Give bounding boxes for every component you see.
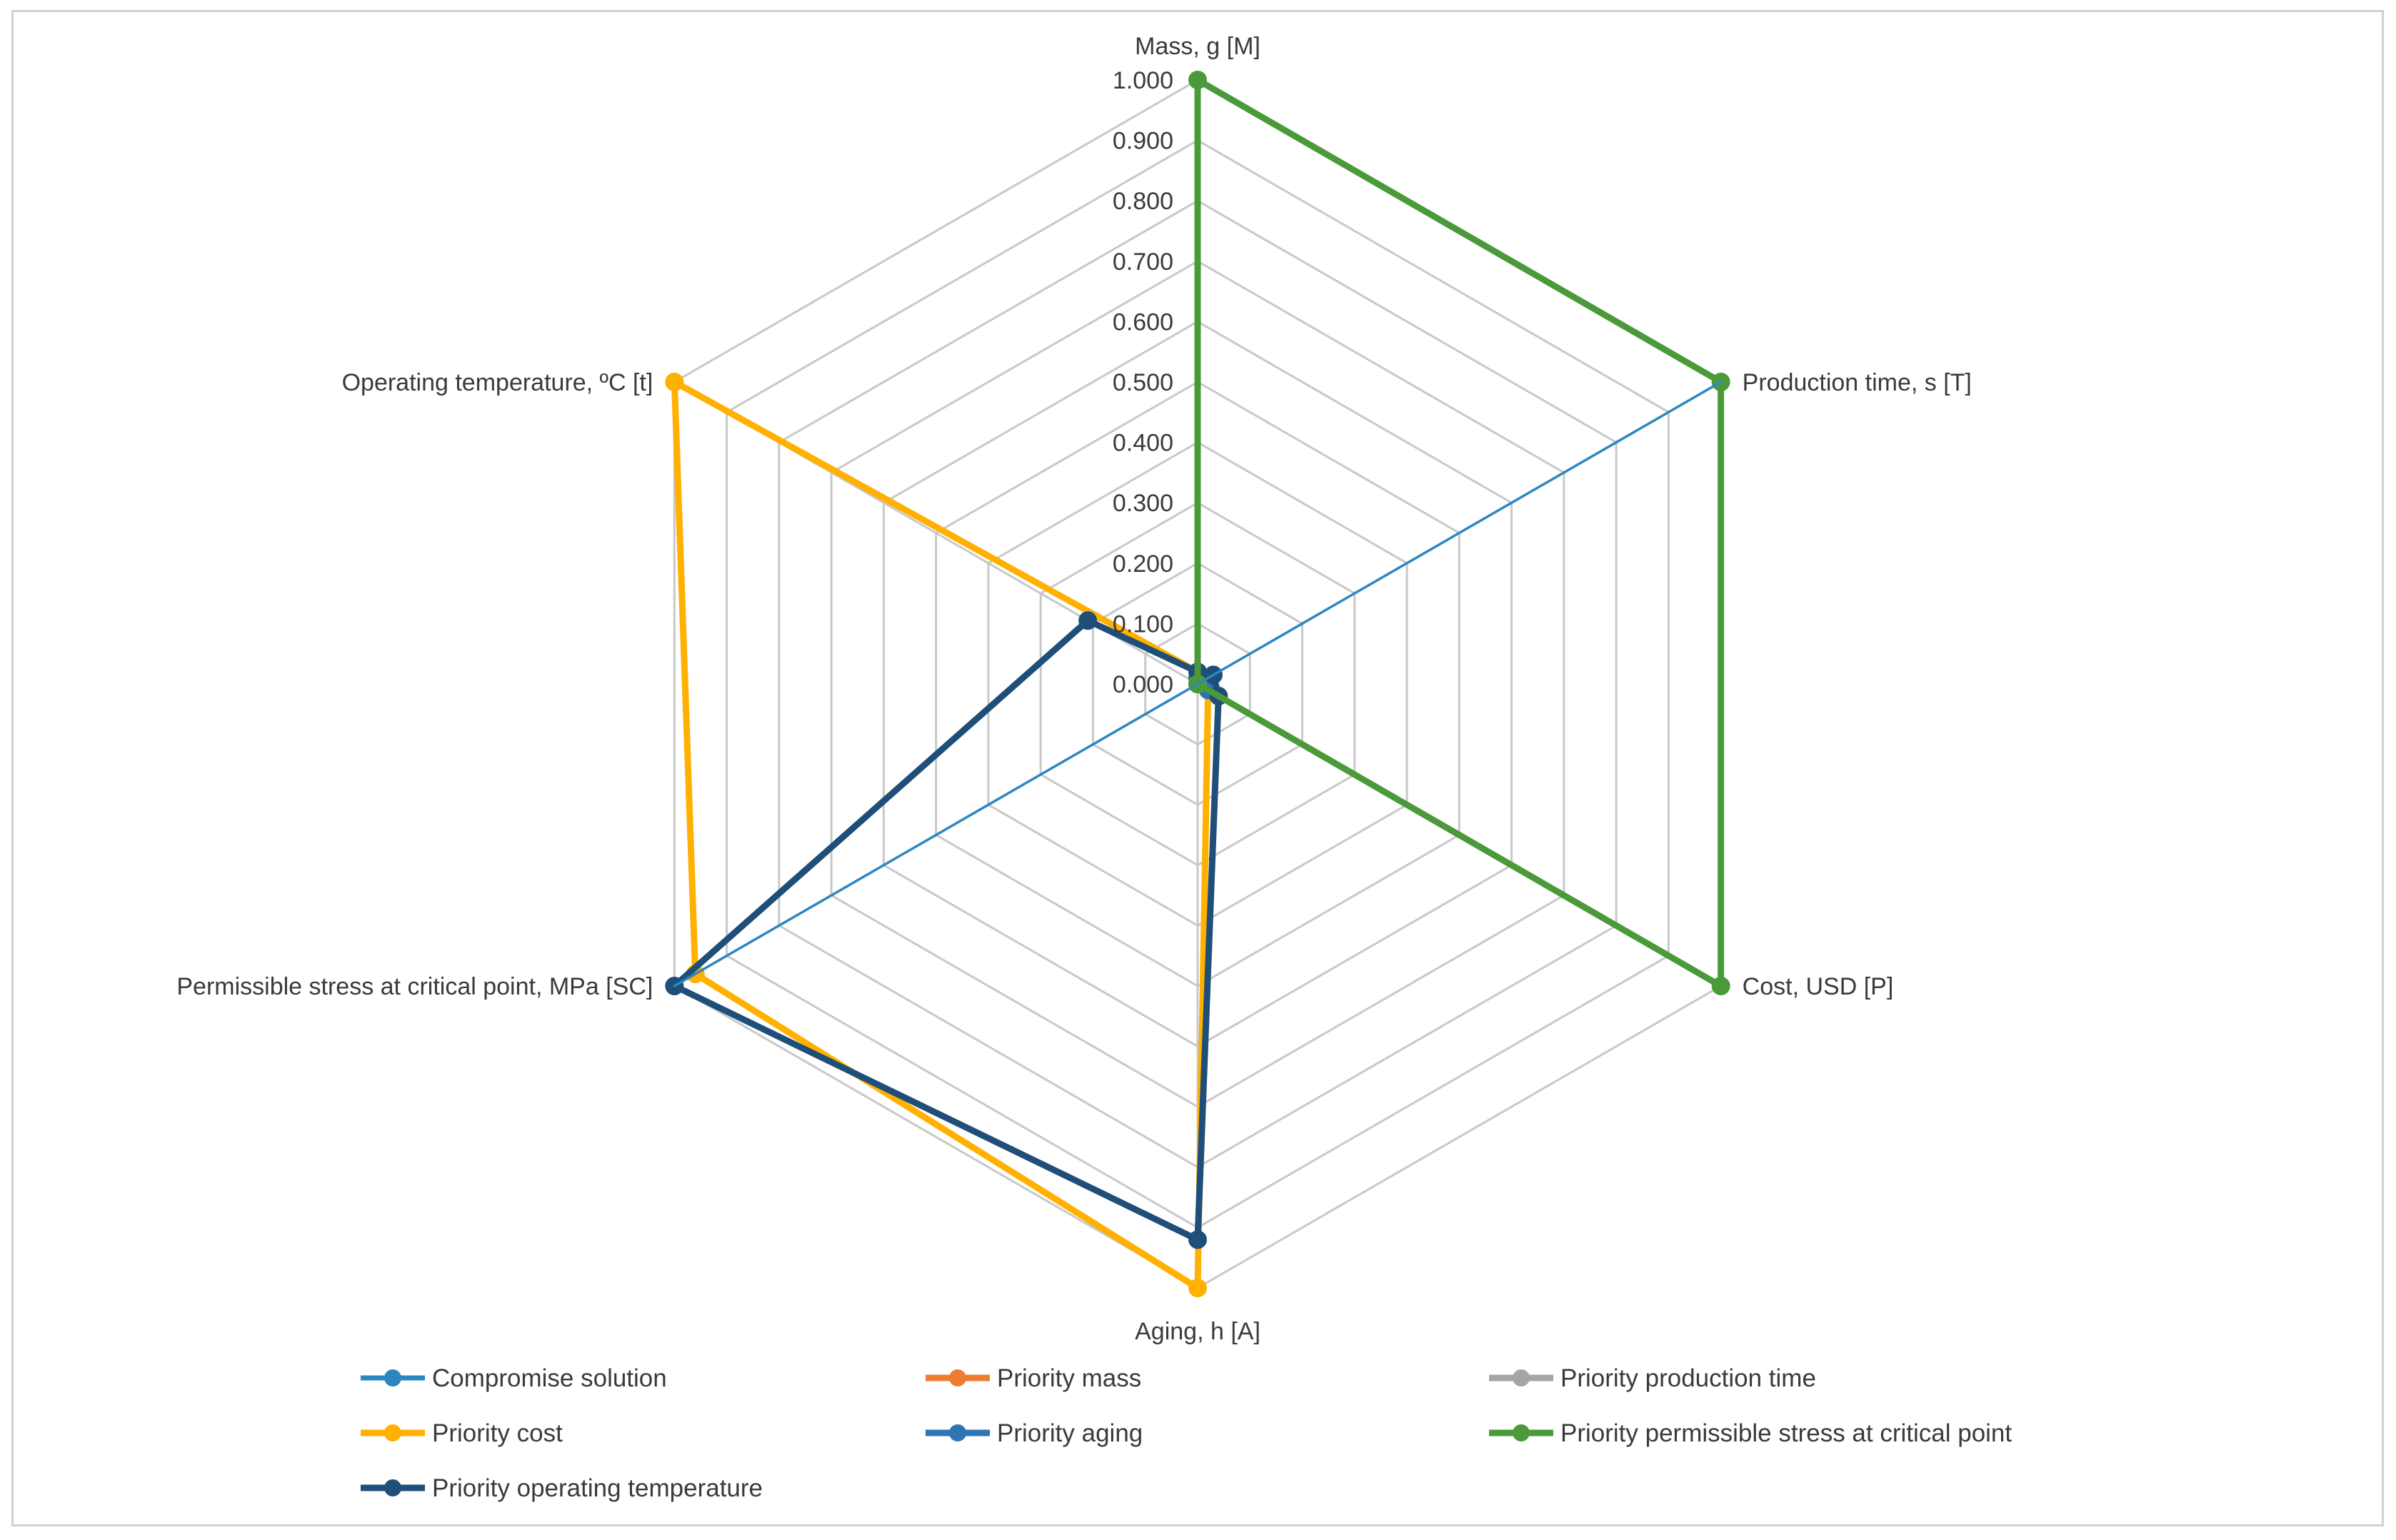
tick-label-8: 0.800 (1113, 188, 1173, 215)
data-point-priority-permissible-stress-at-critical-point-0 (1188, 71, 1207, 89)
series-priority-operating-temperature (665, 611, 1228, 1249)
tick-label-1: 0.100 (1113, 610, 1173, 638)
legend-label-priority-production-time: Priority production time (1560, 1364, 1816, 1392)
series-compromise-solution (673, 381, 1723, 987)
legend-label-compromise-solution: Compromise solution (432, 1364, 667, 1392)
legend-label-priority-aging: Priority aging (997, 1419, 1143, 1447)
axis-labels: Mass, g [M] Production time, s [T] Cost,… (176, 33, 1972, 1345)
legend-marker-compromise-solution (384, 1369, 401, 1386)
legend-label-priority-cost: Priority cost (432, 1419, 563, 1447)
axis-label-cost: Cost, USD [P] (1743, 973, 1894, 1000)
radar-series (665, 71, 1730, 1297)
tick-label-6: 0.600 (1113, 308, 1173, 336)
tick-label-4: 0.400 (1113, 430, 1173, 457)
axis-label-mass: Mass, g [M] (1135, 33, 1260, 60)
tick-label-2: 0.200 (1113, 550, 1173, 578)
tick-label-5: 0.500 (1113, 369, 1173, 396)
axis-label-aging: Aging, h [A] (1135, 1318, 1260, 1345)
tick-label-10: 1.000 (1113, 67, 1173, 94)
legend: Compromise solution Priority mass Priori… (361, 1364, 2012, 1502)
axis-label-production-time: Production time, s [T] (1743, 369, 1972, 396)
tick-label-3: 0.300 (1113, 490, 1173, 517)
data-point-priority-permissible-stress-at-critical-point-2 (1711, 977, 1730, 995)
radial-ticks: 0.000 0.100 0.200 0.300 0.400 0.500 0.600 0.700… (1113, 67, 1173, 698)
axis-label-permissible-stress: Permissible stress at critical point, MP… (176, 973, 653, 1000)
legend-marker-priority-mass (949, 1369, 966, 1386)
data-point-priority-cost-3 (1188, 1279, 1207, 1297)
legend-marker-priority-permissible-stress-at-critical-point (1513, 1424, 1530, 1441)
series-line-priority-cost (671, 378, 1212, 1292)
legend-marker-priority-production-time (1513, 1369, 1530, 1386)
series-line-priority-operating-temperature (671, 617, 1222, 1243)
series-line-compromise-solution (673, 381, 1723, 987)
legend-marker-priority-operating-temperature (384, 1479, 401, 1496)
data-point-priority-operating-temperature-5 (1078, 611, 1098, 630)
legend-label-priority-mass: Priority mass (997, 1364, 1141, 1392)
legend-marker-priority-cost (384, 1424, 401, 1441)
axis-label-operating-temperature: Operating temperature, ºC [t] (342, 369, 653, 396)
legend-marker-priority-aging (949, 1424, 966, 1441)
tick-label-0: 0.000 (1113, 671, 1173, 698)
data-point-priority-operating-temperature-3 (1188, 1230, 1207, 1249)
legend-label-priority-operating-temperature: Priority operating temperature (432, 1474, 763, 1502)
tick-label-7: 0.700 (1113, 248, 1173, 276)
legend-label-priority-permissible-stress: Priority permissible stress at critical … (1560, 1419, 2012, 1447)
data-point-priority-cost-5 (665, 373, 684, 391)
tick-label-9: 0.900 (1113, 128, 1173, 155)
